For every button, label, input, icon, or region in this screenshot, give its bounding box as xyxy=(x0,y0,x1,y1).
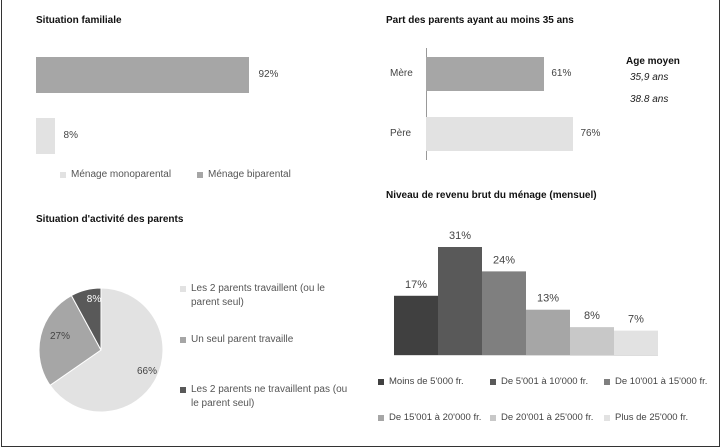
income-bar xyxy=(394,295,438,355)
pie-legend-item-both-work: Les 2 parents travaillent (ou le parent … xyxy=(180,282,350,310)
income-legend-item: Moins de 5'000 fr. xyxy=(378,376,464,387)
legend-label: Un seul parent travaille xyxy=(191,334,294,345)
legend-label: Moins de 5'000 fr. xyxy=(389,376,464,387)
panel-title-activity: Situation d'activité des parents xyxy=(36,214,184,225)
pie-slice xyxy=(49,287,164,413)
pie-legend-item-none-work: Les 2 parents ne travaillent pas (ou le … xyxy=(180,383,350,411)
legend-label: Les 2 parents ne travaillent pas (ou le … xyxy=(191,384,348,409)
age-moyen-father: 38.8 ans xyxy=(630,94,669,105)
income-legend-item: De 10'001 à 15'000 fr. xyxy=(604,376,707,387)
legend-label: De 20'001 à 25'000 fr. xyxy=(501,412,594,423)
panel-title-family: Situation familiale xyxy=(36,15,122,26)
parents-category-label: Mère xyxy=(390,68,413,79)
legend-swatch xyxy=(604,378,610,385)
legend-label: De 15'001 à 20'000 fr. xyxy=(389,412,482,423)
legend-swatch xyxy=(180,387,186,393)
parents-bar-value: 76% xyxy=(580,128,601,139)
income-bar-value: 31% xyxy=(449,230,471,242)
legend-label: De 5'001 à 10'000 fr. xyxy=(501,376,589,387)
income-bar xyxy=(482,271,526,355)
legend-swatch xyxy=(378,414,384,421)
income-bar xyxy=(438,247,482,355)
pie-legend-item-one-works: Un seul parent travaille xyxy=(180,333,350,347)
parents-category-label: Père xyxy=(390,128,412,139)
income-bar-value: 17% xyxy=(405,279,427,291)
parents-bar-value: 61% xyxy=(551,68,572,79)
pie-slice-label: 66% xyxy=(137,366,157,377)
family-bar-value: 8% xyxy=(63,130,78,141)
legend-swatch xyxy=(490,378,496,385)
income-bar xyxy=(614,330,658,355)
legend-label: Ménage biparental xyxy=(208,169,291,180)
legend-swatch xyxy=(180,286,186,292)
legend-swatch xyxy=(180,337,186,343)
pie-slice-label: 27% xyxy=(50,331,70,342)
legend-swatch xyxy=(197,171,203,178)
legend-label: Ménage monoparental xyxy=(71,169,172,180)
parents-axis-line xyxy=(426,48,427,160)
family-bar xyxy=(36,118,55,154)
legend-swatch xyxy=(604,414,610,421)
side-title-age-moyen: Age moyen xyxy=(626,56,680,67)
legend-item-single-parent: Ménage monoparental xyxy=(60,169,171,180)
income-legend-item: De 15'001 à 20'000 fr. xyxy=(378,412,481,423)
income-bar-value: 8% xyxy=(584,310,600,322)
family-bar-value: 92% xyxy=(258,69,279,80)
income-legend-item: De 5'001 à 10'000 fr. xyxy=(490,376,588,387)
pie-slice-label: 8% xyxy=(87,294,102,305)
parents-bar xyxy=(426,117,574,151)
income-bar-value: 7% xyxy=(628,314,644,326)
income-bar-value: 24% xyxy=(493,254,515,266)
legend-label: Les 2 parents travaillent (ou le parent … xyxy=(191,283,325,308)
parents-bar xyxy=(426,57,545,91)
income-bar xyxy=(526,309,570,355)
family-bar xyxy=(36,57,250,93)
income-legend-item: Plus de 25'000 fr. xyxy=(604,412,688,423)
legend-item-two-parent: Ménage biparental xyxy=(197,169,291,180)
legend-label: De 10'001 à 15'000 fr. xyxy=(615,376,708,387)
legend-swatch xyxy=(490,414,496,421)
income-bar xyxy=(570,327,614,355)
pie-slice xyxy=(70,287,102,351)
pie-slice xyxy=(38,294,102,387)
legend-label: Plus de 25'000 fr. xyxy=(615,412,689,423)
age-moyen-mother: 35,9 ans xyxy=(630,72,669,83)
panel-title-income: Niveau de revenu brut du ménage (mensuel… xyxy=(386,190,597,201)
panel-title-parents-age: Part des parents ayant au moins 35 ans xyxy=(386,15,574,26)
legend-swatch xyxy=(60,171,66,178)
income-bar-value: 13% xyxy=(537,293,559,305)
legend-swatch xyxy=(378,378,384,385)
income-legend-item: De 20'001 à 25'000 fr. xyxy=(490,412,593,423)
